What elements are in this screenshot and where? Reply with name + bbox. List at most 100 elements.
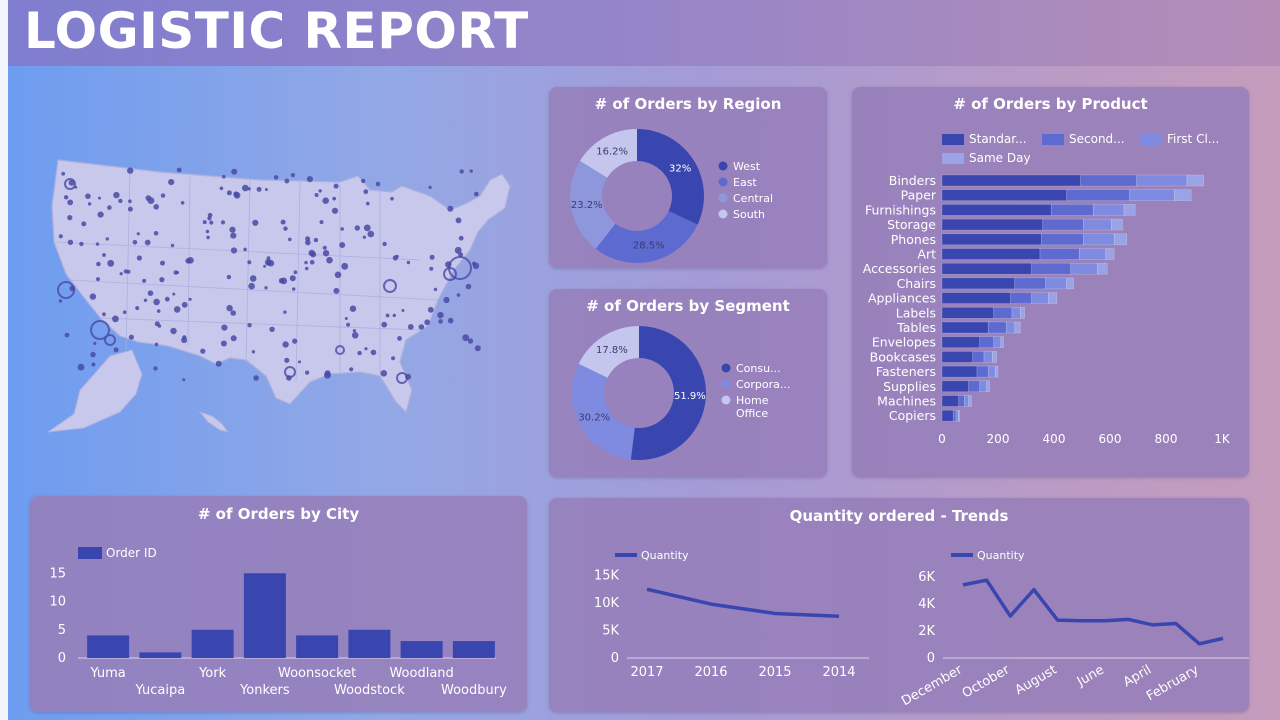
map-order-marker: [334, 271, 342, 279]
map-order-marker: [305, 236, 311, 242]
map-order-marker: [349, 367, 354, 372]
map-order-marker: [304, 260, 308, 265]
product-x-tick: 0: [938, 432, 946, 446]
region-panel: # of Orders by Region 32% 28.5% 23.2% 16.2%…: [549, 87, 827, 268]
map-order-marker: [168, 179, 175, 186]
map-order-marker: [256, 186, 262, 192]
map-order-marker: [205, 229, 210, 234]
map-order-marker: [458, 235, 464, 241]
map-order-marker: [304, 266, 309, 271]
product-x-tick: 200: [987, 432, 1010, 446]
map-order-marker: [252, 219, 259, 226]
product-category-label: Labels: [896, 305, 936, 320]
trend-y-tick: 10K: [594, 596, 620, 611]
trend-chart-title: Quantity ordered - Trends: [789, 507, 1009, 525]
donut-value-label: 16.2%: [596, 146, 628, 157]
map-order-marker: [67, 239, 74, 245]
product-bar-chart[interactable]: Standar... Second... First Cl... Same Day Bi…: [852, 87, 1249, 477]
map-order-marker: [128, 199, 132, 203]
us-map-icon: [47, 159, 511, 433]
city-x-label: York: [198, 666, 227, 681]
product-bar-segment: [987, 365, 996, 378]
trend-y-tick: 15K: [594, 569, 620, 584]
map-order-marker: [207, 216, 212, 221]
map-order-marker: [154, 321, 160, 327]
legend-label: Same Day: [969, 151, 1031, 165]
map-order-marker: [209, 220, 214, 225]
region-donut-chart[interactable]: 32% 28.5% 23.2% 16.2% West East Central South: [549, 87, 827, 268]
product-bar-segment: [1105, 248, 1115, 260]
map-order-marker: [433, 287, 438, 292]
product-bar-segment: [941, 395, 960, 407]
map-order-marker: [290, 173, 295, 178]
map-order-marker: [319, 220, 324, 225]
map-order-marker: [292, 338, 298, 344]
product-category-label: Appliances: [868, 291, 936, 306]
map-order-marker: [362, 235, 366, 239]
map-order-marker: [292, 287, 296, 291]
map-order-marker: [69, 285, 76, 292]
map-order-marker: [251, 350, 256, 354]
map-order-marker: [231, 168, 238, 175]
donut-slice-central: [570, 160, 616, 249]
map-order-marker: [248, 282, 255, 290]
map-order-marker: [458, 252, 464, 258]
donut-value-label: 32%: [669, 164, 691, 175]
map-order-marker: [188, 297, 192, 301]
donut-slice-west: [637, 129, 704, 225]
city-panel: # of Orders by City Order ID 0 5 10 15 Yuma Yu…: [30, 496, 527, 712]
product-bar-segment: [957, 409, 960, 422]
map-order-marker: [91, 362, 96, 367]
map-order-marker: [392, 255, 398, 261]
city-bar-chart[interactable]: Order ID 0 5 10 15 Yuma Yucaipa York Yonkers Woon…: [30, 496, 527, 712]
map-order-marker: [97, 211, 104, 218]
map-hub-marker: [64, 178, 76, 190]
city-x-label: Woodland: [389, 666, 453, 681]
map-order-marker: [226, 274, 232, 280]
map-order-marker: [428, 185, 432, 189]
product-bar-segment: [1050, 204, 1094, 216]
trend-x-label: February: [1144, 662, 1202, 704]
trend-line: [646, 587, 840, 618]
map-order-marker: [418, 324, 425, 330]
map-order-marker: [226, 304, 233, 312]
map-order-marker: [107, 259, 115, 267]
trend-y-tick: 5K: [602, 624, 619, 639]
legend-swatch: [721, 395, 731, 405]
product-bar-segment: [1097, 262, 1108, 275]
trend-panel: Quantity ordered - Trends Quantity 0 5K 10K…: [549, 498, 1249, 712]
map-order-marker: [266, 256, 271, 260]
map-order-marker: [392, 313, 396, 318]
product-x-tick: 800: [1155, 432, 1178, 446]
city-x-label: Woodbury: [441, 683, 507, 698]
city-y-tick: 5: [58, 623, 66, 638]
segment-donut-chart[interactable]: 51.9% 30.2% 17.8% Consu... Corpora... HomeOff…: [549, 289, 827, 477]
map-order-marker: [182, 378, 186, 382]
legend-swatch: [78, 547, 102, 559]
map-order-marker: [361, 178, 366, 184]
legend-swatch: [718, 161, 728, 171]
map-order-marker: [136, 232, 140, 236]
map-order-marker: [322, 250, 330, 257]
product-category-label: Machines: [877, 394, 936, 409]
city-bar: [191, 629, 234, 658]
donut-value-label: 30.2%: [578, 412, 610, 423]
product-category-label: Binders: [889, 173, 936, 188]
product-bar-segment: [1174, 189, 1192, 201]
map-order-marker: [136, 255, 142, 261]
map-order-marker: [405, 373, 412, 380]
map-order-marker: [61, 171, 66, 176]
us-map[interactable]: [40, 150, 530, 440]
map-order-marker: [293, 270, 298, 275]
product-bar-segment: [1078, 248, 1107, 260]
product-bar-segment: [1066, 277, 1074, 290]
donut-value-label: 23.2%: [571, 200, 603, 211]
trend-y-tick: 0: [611, 651, 619, 666]
map-order-marker: [95, 242, 100, 246]
trend-x-label: April: [1121, 662, 1154, 690]
map-order-marker: [357, 350, 362, 356]
map-hub-marker: [443, 267, 457, 281]
trend-x-label: December: [899, 662, 965, 709]
map-order-marker: [122, 310, 127, 314]
